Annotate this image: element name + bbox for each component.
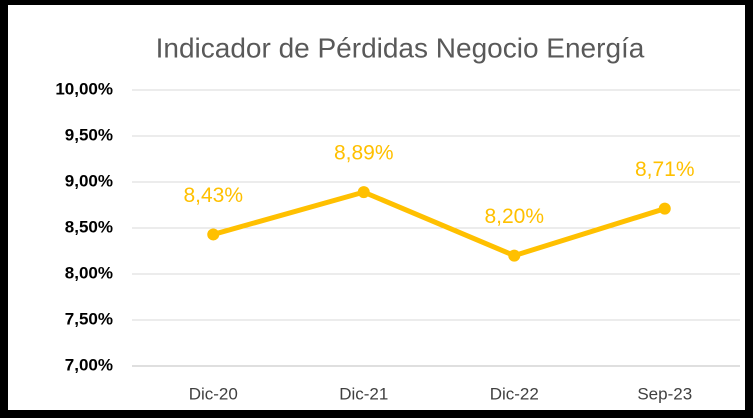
y-tick-label: 10,00% xyxy=(55,79,113,98)
point xyxy=(357,186,370,199)
data-label: 8,43% xyxy=(183,184,243,207)
chart-title: Indicador de Pérdidas Negocio Energía xyxy=(156,32,645,63)
x-tick-label: Dic-22 xyxy=(490,384,539,403)
point xyxy=(508,249,521,262)
point xyxy=(207,228,220,241)
line xyxy=(212,189,666,259)
y-tick-label: 8,00% xyxy=(65,263,113,282)
y-tick-label: 9,00% xyxy=(65,171,113,190)
data-label: 8,71% xyxy=(635,158,695,181)
data-label: 8,20% xyxy=(484,205,544,228)
data-label: 8,89% xyxy=(334,142,394,165)
point xyxy=(658,202,671,215)
x-tick-label: Sep-23 xyxy=(637,384,692,403)
y-tick-label: 7,50% xyxy=(65,309,113,328)
y-tick-label: 9,50% xyxy=(65,125,113,144)
x-tick-label: Dic-20 xyxy=(189,384,238,403)
x-tick-label: Dic-21 xyxy=(339,384,388,403)
y-tick-label: 8,50% xyxy=(65,217,113,236)
chart-background xyxy=(8,5,745,410)
y-tick-label: 7,00% xyxy=(65,355,113,374)
